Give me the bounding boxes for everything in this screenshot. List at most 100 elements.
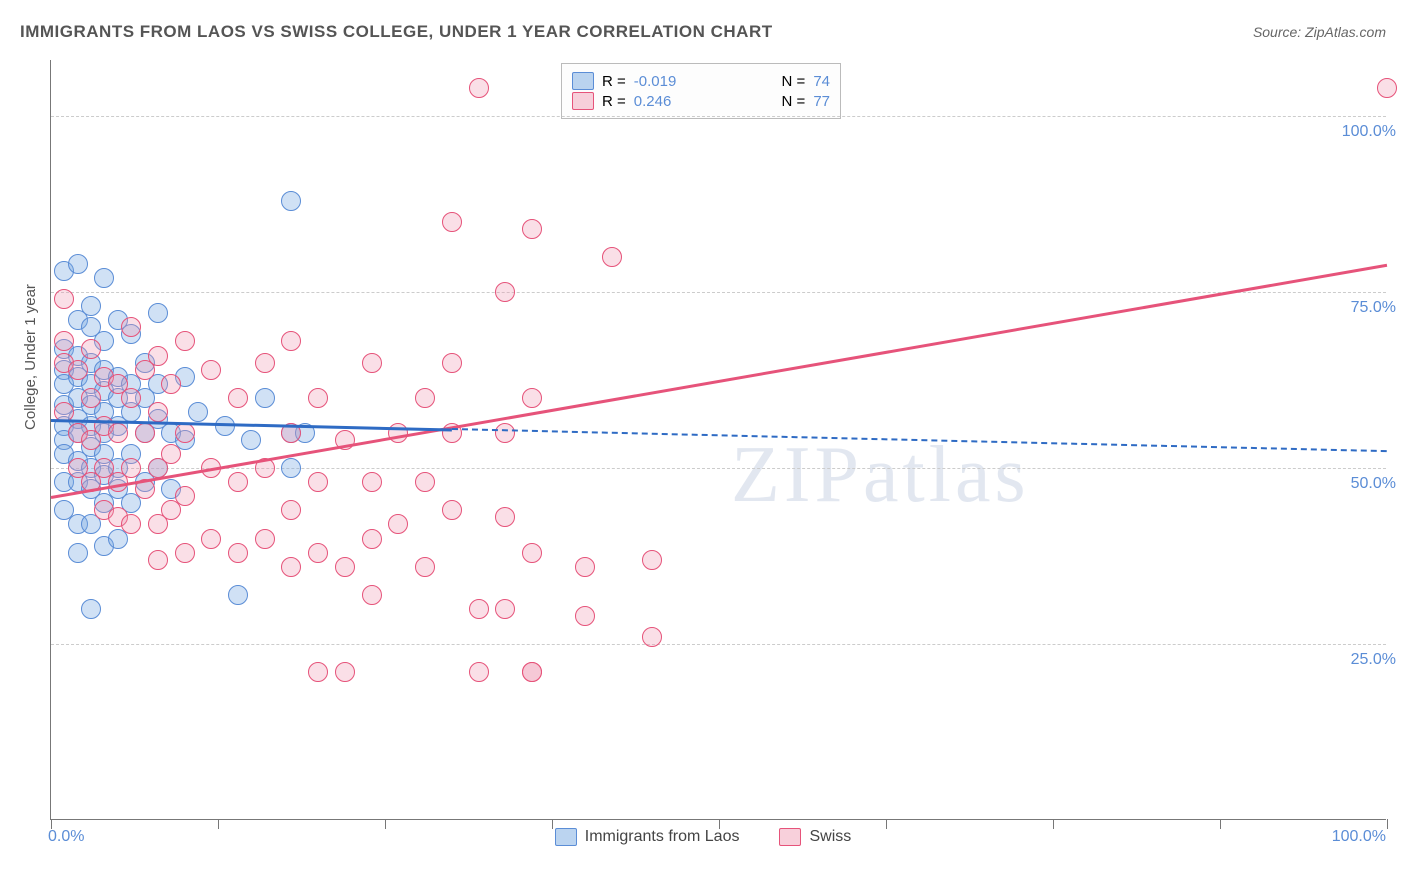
scatter-point xyxy=(81,296,101,316)
scatter-point xyxy=(135,423,155,443)
scatter-point xyxy=(495,282,515,302)
scatter-point xyxy=(575,557,595,577)
scatter-point xyxy=(201,529,221,549)
legend-stat-row: R = -0.019 N = 74 xyxy=(572,72,830,90)
plot-area: R = -0.019 N = 74 R = 0.246 N = 77 ZIPatlas xyxy=(50,60,1386,820)
chart-title: IMMIGRANTS FROM LAOS VS SWISS COLLEGE, U… xyxy=(20,22,773,42)
scatter-point xyxy=(228,472,248,492)
y-axis-label: College, Under 1 year xyxy=(22,284,39,430)
scatter-point xyxy=(188,402,208,422)
scatter-point xyxy=(522,219,542,239)
legend-r-label: R = xyxy=(602,73,626,90)
stats-legend: R = -0.019 N = 74 R = 0.246 N = 77 xyxy=(561,63,841,119)
scatter-point xyxy=(469,599,489,619)
scatter-point xyxy=(469,78,489,98)
scatter-point xyxy=(442,353,462,373)
y-tick-label: 100.0% xyxy=(1342,123,1396,141)
scatter-point xyxy=(442,500,462,520)
scatter-point xyxy=(175,543,195,563)
scatter-point xyxy=(121,514,141,534)
scatter-point xyxy=(281,191,301,211)
legend-stat-row: R = 0.246 N = 77 xyxy=(572,92,830,110)
legend-swatch xyxy=(555,828,577,846)
scatter-point xyxy=(415,557,435,577)
scatter-point xyxy=(255,529,275,549)
scatter-point xyxy=(255,353,275,373)
legend-n-value: 77 xyxy=(813,93,830,110)
scatter-point xyxy=(121,458,141,478)
y-tick-label: 25.0% xyxy=(1351,651,1396,669)
legend-label: Immigrants from Laos xyxy=(585,828,740,846)
y-tick-label: 50.0% xyxy=(1351,475,1396,493)
scatter-point xyxy=(308,543,328,563)
scatter-point xyxy=(228,585,248,605)
scatter-point xyxy=(175,331,195,351)
scatter-point xyxy=(54,331,74,351)
scatter-point xyxy=(308,472,328,492)
series-legend: Immigrants from Laos Swiss xyxy=(0,828,1406,846)
scatter-point xyxy=(522,662,542,682)
scatter-point xyxy=(81,388,101,408)
legend-label: Swiss xyxy=(809,828,851,846)
scatter-point xyxy=(308,662,328,682)
scatter-point xyxy=(415,472,435,492)
scatter-point xyxy=(161,374,181,394)
scatter-point xyxy=(469,662,489,682)
trend-line xyxy=(452,428,1387,452)
scatter-point xyxy=(68,254,88,274)
scatter-point xyxy=(335,662,355,682)
scatter-point xyxy=(121,388,141,408)
scatter-point xyxy=(442,212,462,232)
gridline xyxy=(51,468,1386,469)
scatter-point xyxy=(602,247,622,267)
legend-r-value: -0.019 xyxy=(634,73,677,90)
scatter-point xyxy=(495,423,515,443)
legend-n-value: 74 xyxy=(813,73,830,90)
scatter-point xyxy=(81,599,101,619)
scatter-point xyxy=(68,360,88,380)
scatter-point xyxy=(121,317,141,337)
legend-r-value: 0.246 xyxy=(634,93,672,110)
scatter-point xyxy=(362,529,382,549)
scatter-point xyxy=(388,514,408,534)
scatter-point xyxy=(522,543,542,563)
legend-swatch xyxy=(572,92,594,110)
legend-swatch xyxy=(572,72,594,90)
scatter-point xyxy=(575,606,595,626)
scatter-point xyxy=(281,500,301,520)
scatter-point xyxy=(148,402,168,422)
scatter-point xyxy=(228,388,248,408)
scatter-point xyxy=(81,339,101,359)
scatter-point xyxy=(388,423,408,443)
scatter-point xyxy=(642,627,662,647)
scatter-point xyxy=(495,507,515,527)
scatter-point xyxy=(255,388,275,408)
legend-r-label: R = xyxy=(602,93,626,110)
scatter-point xyxy=(281,331,301,351)
scatter-point xyxy=(175,423,195,443)
scatter-point xyxy=(362,585,382,605)
scatter-point xyxy=(495,599,515,619)
scatter-point xyxy=(281,458,301,478)
scatter-point xyxy=(148,550,168,570)
legend-n-label: N = xyxy=(782,73,806,90)
legend-swatch xyxy=(779,828,801,846)
scatter-point xyxy=(241,430,261,450)
scatter-point xyxy=(148,303,168,323)
scatter-point xyxy=(108,423,128,443)
scatter-point xyxy=(54,289,74,309)
scatter-point xyxy=(175,486,195,506)
scatter-point xyxy=(642,550,662,570)
legend-n-label: N = xyxy=(782,93,806,110)
scatter-point xyxy=(228,543,248,563)
legend-item: Swiss xyxy=(779,828,851,846)
gridline xyxy=(51,644,1386,645)
scatter-point xyxy=(522,388,542,408)
scatter-point xyxy=(68,543,88,563)
legend-item: Immigrants from Laos xyxy=(555,828,740,846)
scatter-point xyxy=(362,353,382,373)
scatter-point xyxy=(1377,78,1397,98)
watermark: ZIPatlas xyxy=(731,430,1030,521)
trend-line xyxy=(51,264,1388,499)
scatter-point xyxy=(161,444,181,464)
